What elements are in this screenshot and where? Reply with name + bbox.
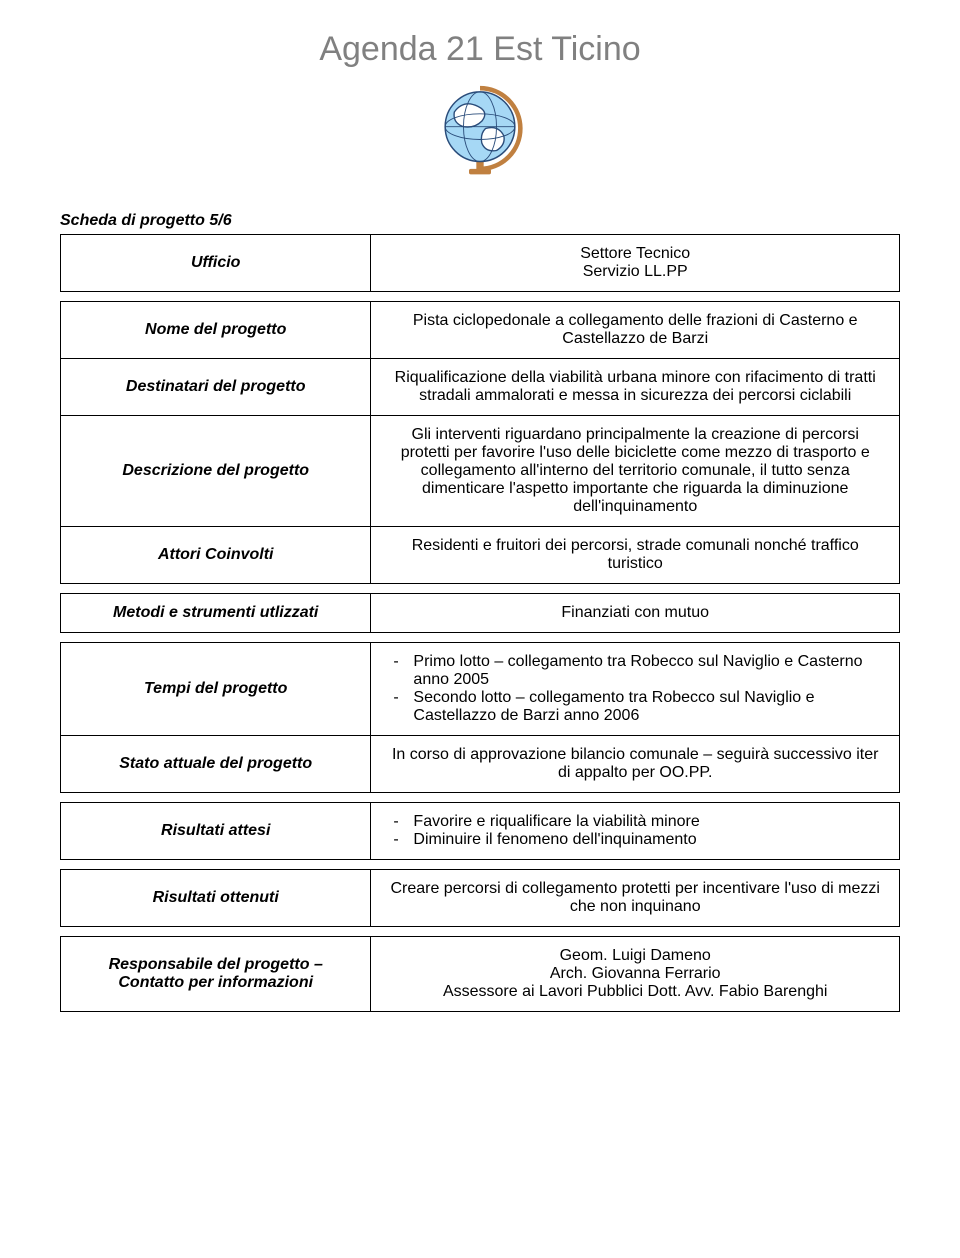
- table-row: Descrizione del progetto Gli interventi …: [61, 416, 900, 527]
- value-nome: Pista ciclopedonale a collegamento delle…: [371, 302, 900, 359]
- globe-icon-wrap: [60, 79, 900, 194]
- text: Geom. Luigi Dameno: [385, 947, 885, 965]
- table-row: Tempi del progetto Primo lotto – collega…: [61, 643, 900, 736]
- spacer: [61, 584, 900, 594]
- page-title: Agenda 21 Est Ticino: [60, 30, 900, 69]
- text: Servizio LL.PP: [385, 263, 885, 281]
- label-descrizione: Descrizione del progetto: [61, 416, 371, 527]
- text: Arch. Giovanna Ferrario: [385, 965, 885, 983]
- table-row: Ufficio Settore Tecnico Servizio LL.PP: [61, 235, 900, 292]
- list-item: Primo lotto – collegamento tra Robecco s…: [385, 653, 885, 689]
- spacer: [61, 793, 900, 803]
- table-row: Metodi e strumenti utlizzati Finanziati …: [61, 594, 900, 633]
- label-responsabile: Responsabile del progetto – Contatto per…: [61, 937, 371, 1012]
- value-tempi: Primo lotto – collegamento tra Robecco s…: [371, 643, 900, 736]
- label-tempi: Tempi del progetto: [61, 643, 371, 736]
- list-item: Secondo lotto – collegamento tra Robecco…: [385, 689, 885, 725]
- label-risultati-attesi: Risultati attesi: [61, 803, 371, 860]
- project-table: Ufficio Settore Tecnico Servizio LL.PP N…: [60, 234, 900, 1012]
- table-row: Nome del progetto Pista ciclopedonale a …: [61, 302, 900, 359]
- value-responsabile: Geom. Luigi Dameno Arch. Giovanna Ferrar…: [371, 937, 900, 1012]
- spacer: [61, 927, 900, 937]
- spacer: [61, 860, 900, 870]
- value-destinatari: Riqualificazione della viabilità urbana …: [371, 359, 900, 416]
- label-nome: Nome del progetto: [61, 302, 371, 359]
- value-metodi: Finanziati con mutuo: [371, 594, 900, 633]
- table-row: Risultati attesi Favorire e riqualificar…: [61, 803, 900, 860]
- globe-icon: [425, 79, 535, 189]
- list-item: Diminuire il fenomeno dell'inquinamento: [385, 831, 885, 849]
- spacer: [61, 633, 900, 643]
- text: Settore Tecnico: [385, 245, 885, 263]
- value-risultati-ottenuti: Creare percorsi di collegamento protetti…: [371, 870, 900, 927]
- label-stato: Stato attuale del progetto: [61, 736, 371, 793]
- label-attori: Attori Coinvolti: [61, 527, 371, 584]
- spacer: [61, 292, 900, 302]
- value-descrizione: Gli interventi riguardano principalmente…: [371, 416, 900, 527]
- value-attori: Residenti e fruitori dei percorsi, strad…: [371, 527, 900, 584]
- table-row: Responsabile del progetto – Contatto per…: [61, 937, 900, 1012]
- label-destinatari: Destinatari del progetto: [61, 359, 371, 416]
- label-risultati-ottenuti: Risultati ottenuti: [61, 870, 371, 927]
- sheet-number: Scheda di progetto 5/6: [60, 212, 900, 230]
- value-risultati-attesi: Favorire e riqualificare la viabilità mi…: [371, 803, 900, 860]
- list-item: Favorire e riqualificare la viabilità mi…: [385, 813, 885, 831]
- label-metodi: Metodi e strumenti utlizzati: [61, 594, 371, 633]
- table-row: Risultati ottenuti Creare percorsi di co…: [61, 870, 900, 927]
- text: Assessore ai Lavori Pubblici Dott. Avv. …: [385, 983, 885, 1001]
- table-row: Stato attuale del progetto In corso di a…: [61, 736, 900, 793]
- value-stato: In corso di approvazione bilancio comuna…: [371, 736, 900, 793]
- label-ufficio: Ufficio: [61, 235, 371, 292]
- table-row: Attori Coinvolti Residenti e fruitori de…: [61, 527, 900, 584]
- table-row: Destinatari del progetto Riqualificazion…: [61, 359, 900, 416]
- value-ufficio: Settore Tecnico Servizio LL.PP: [371, 235, 900, 292]
